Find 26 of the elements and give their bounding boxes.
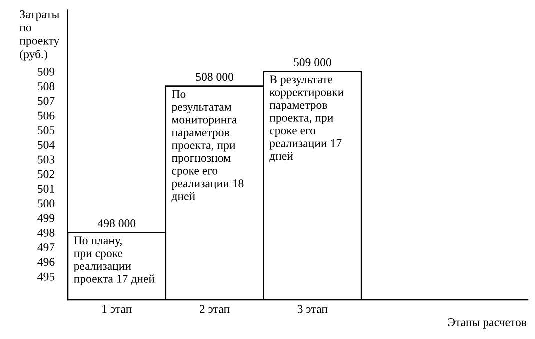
x-tick-label: 2 этап bbox=[200, 305, 230, 314]
y-tick-label: 498 bbox=[38, 228, 55, 237]
y-tick-label: 504 bbox=[38, 141, 55, 150]
y-tick-label: 499 bbox=[38, 214, 55, 222]
x-tick-label: 3 этап bbox=[298, 305, 328, 314]
annotation: По плану, при сроке реализации проекта 17 дней bbox=[74, 236, 155, 286]
y-tick-label: 508 bbox=[38, 82, 55, 91]
y-tick-label: 503 bbox=[38, 156, 55, 164]
y-tick-label: 496 bbox=[38, 258, 55, 266]
y-tick-label: 495 bbox=[38, 272, 55, 281]
y-tick-label: 501 bbox=[38, 185, 54, 193]
y-tick-label: 507 bbox=[38, 97, 55, 106]
y-tick-label: 505 bbox=[38, 126, 55, 134]
y-tick-label: 500 bbox=[38, 200, 55, 208]
y-tick-label: 509 bbox=[38, 68, 55, 76]
x-tick-label: 1 этап bbox=[102, 305, 132, 314]
y-tick-label: 497 bbox=[38, 244, 55, 252]
y-tick-label: 506 bbox=[38, 112, 55, 120]
annotation: 508 000 bbox=[196, 73, 234, 82]
y-tick-label: 502 bbox=[38, 170, 54, 178]
text: По результатам мониторинга параметров проекта, при прогнозном сроке его реализации 18 дней bbox=[172, 90, 244, 202]
annotation: В результате корректировки параметров проекта, при сроке его реализации 17 дней bbox=[270, 76, 344, 162]
annotation: 498 000 bbox=[98, 220, 136, 228]
annotation: 509 000 bbox=[294, 58, 332, 66]
y-axis-title: Затраты по проекту (руб.) bbox=[20, 10, 60, 61]
text: Этапы расчетов bbox=[448, 318, 527, 329]
